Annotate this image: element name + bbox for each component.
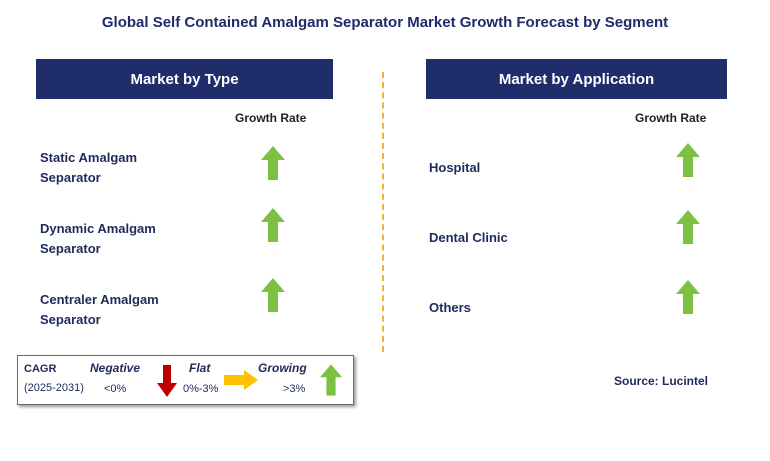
type-row-label-line2: Separator <box>40 241 101 256</box>
negative-arrow-icon <box>157 365 177 397</box>
legend-growing-label: Growing <box>258 361 307 375</box>
growing-arrow-icon <box>676 210 700 244</box>
growing-arrow-icon <box>261 278 285 312</box>
type-panel-header: Market by Type <box>36 59 333 99</box>
type-row-centraler: Centraler Amalgam Separator <box>40 290 159 330</box>
legend-cagr-label: CAGR <box>24 363 57 375</box>
legend-growing-range: >3% <box>283 383 306 395</box>
growing-arrow-icon <box>261 208 285 242</box>
type-row-label-line1: Centraler Amalgam <box>40 292 159 307</box>
type-row-dynamic: Dynamic Amalgam Separator <box>40 219 156 259</box>
application-row-dental-clinic: Dental Clinic <box>429 230 508 245</box>
type-row-label-line1: Static Amalgam <box>40 150 138 165</box>
application-panel-header: Market by Application <box>426 59 727 99</box>
growing-arrow-icon <box>261 146 285 180</box>
panel-divider <box>382 72 384 352</box>
source-note: Source: Lucintel <box>614 374 709 388</box>
page-title: Global Self Contained Amalgam Separator … <box>101 14 669 31</box>
application-row-hospital: Hospital <box>429 160 481 175</box>
flat-arrow-icon <box>224 370 258 390</box>
type-row-static: Static Amalgam Separator <box>40 148 137 188</box>
application-growth-rate-header: Growth Rate <box>635 111 707 125</box>
application-panel-header-label: Market by Application <box>498 70 655 88</box>
legend-flat-label: Flat <box>189 361 211 375</box>
legend-flat-range: 0%-3% <box>183 383 219 395</box>
growing-arrow-icon <box>676 143 700 177</box>
legend-negative-range: <0% <box>104 383 127 395</box>
cagr-legend: CAGR (2025-2031) Negative <0% Flat 0%-3%… <box>17 355 354 405</box>
growing-arrow-icon <box>320 364 342 396</box>
type-growth-rate-header: Growth Rate <box>235 111 307 125</box>
legend-period: (2025-2031) <box>24 382 84 394</box>
type-row-label-line2: Separator <box>40 312 101 327</box>
type-row-label-line1: Dynamic Amalgam <box>40 221 156 236</box>
type-row-label-line2: Separator <box>40 170 101 185</box>
growing-arrow-icon <box>676 280 700 314</box>
application-row-others: Others <box>429 300 471 315</box>
legend-negative-label: Negative <box>90 361 141 375</box>
type-panel-header-label: Market by Type <box>130 70 239 88</box>
